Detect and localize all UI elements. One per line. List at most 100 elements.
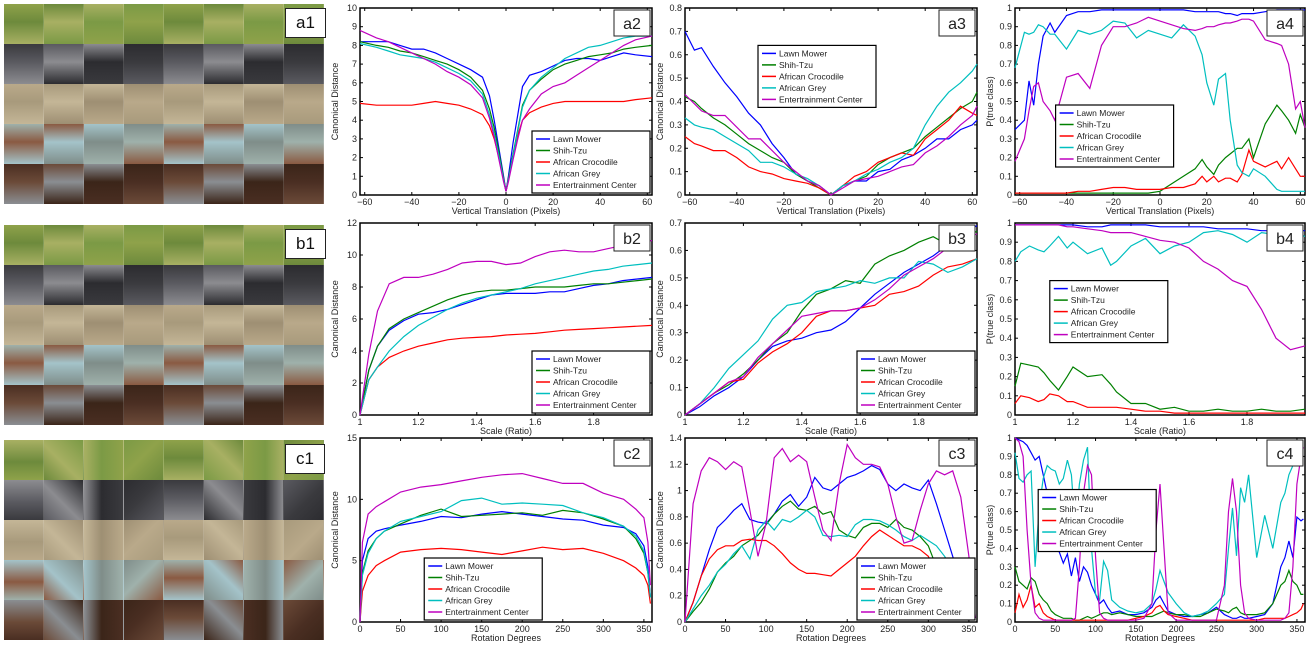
y-tick-label: 0.9: [999, 451, 1012, 461]
legend-box: [531, 350, 651, 414]
x-tick-label: 1.4: [471, 417, 484, 427]
x-axis-label: Scale (Ratio): [1134, 426, 1186, 436]
y-axis-label: P(true class): [985, 76, 995, 127]
x-tick-label: 1.6: [1183, 417, 1196, 427]
panel-tag-text: b3: [948, 231, 966, 248]
panel-tag-c3: c3: [938, 439, 976, 467]
thumbnail-african-crocodile: [4, 84, 44, 124]
y-tick-label: 0.5: [999, 525, 1012, 535]
thumbnail-entertainment-center: [244, 164, 284, 204]
x-axis-label: Vertical Translation (Pixels): [777, 206, 886, 216]
panel-tag-b1: b1: [285, 229, 326, 259]
thumbnail-entertainment-center: [124, 164, 164, 204]
x-axis-label: Scale (Ratio): [480, 426, 532, 436]
x-tick-label: 350: [1289, 624, 1304, 634]
thumbnail-entertainment-center: [284, 600, 324, 640]
x-tick-label: −40: [1059, 197, 1074, 207]
x-tick-label: 1.4: [1125, 417, 1138, 427]
thumbnail-african-grey: [164, 560, 204, 600]
thumbnail-entertainment-center: [44, 164, 84, 204]
thumbnail-african-crocodile: [124, 520, 164, 560]
y-tick-label: 0: [352, 190, 357, 200]
legend-entry: Lawn Mower: [553, 134, 601, 144]
x-tick-label: 300: [1249, 624, 1264, 634]
x-tick-label: 1.2: [1067, 417, 1080, 427]
legend-entry: Entertrainment Center: [553, 400, 637, 410]
thumbnail-african-grey: [284, 560, 324, 600]
x-tick-label: −20: [1106, 197, 1121, 207]
thumbnail-african-grey: [44, 124, 84, 164]
thumbnail-shih-tzu: [44, 265, 84, 305]
legend-entry: Shih-Tzu: [779, 60, 813, 70]
legend-box: [531, 130, 651, 194]
thumbnail-african-crocodile: [284, 520, 324, 560]
thumbnail-african-grey: [124, 345, 164, 385]
thumbnail-african-grey: [284, 345, 324, 385]
x-tick-label: 200: [515, 624, 530, 634]
legend-box: [423, 557, 543, 621]
legend-entry: African Crocodile: [1059, 516, 1124, 526]
x-tick-label: −60: [1012, 197, 1027, 207]
chart-c4: 0 0.1 0.2 0.3 0.4 0.5 0.6 0.7 0.8 0.9 1 0 50 100 150 20…: [985, 433, 1306, 643]
y-tick-label: 12: [347, 218, 357, 228]
x-tick-label: −20: [776, 197, 791, 207]
y-tick-label: 0.2: [999, 153, 1012, 163]
thumbnail-entertainment-center: [164, 164, 204, 204]
thumbnail-entertainment-center: [204, 164, 244, 204]
thumbnail-entertainment-center: [204, 385, 244, 425]
panel-tag-a4: a4: [1266, 9, 1304, 37]
y-tick-label: 5: [352, 556, 357, 566]
legend-box: [757, 44, 877, 109]
x-tick-label: 20: [873, 197, 883, 207]
thumbnail-lawn-mower: [124, 4, 164, 44]
x-tick-label: 0: [503, 197, 508, 207]
series-line-african-grey: [1014, 20, 1305, 192]
x-tick-label: 60: [1295, 197, 1305, 207]
y-tick-label: 0.8: [669, 3, 682, 13]
series-line-african-crocodile: [1014, 585, 1304, 621]
legend-entry: African Crocodile: [553, 157, 618, 167]
panel-tag-text: a4: [1276, 16, 1294, 33]
y-tick-label: 0: [677, 410, 682, 420]
panel-tag-b3: b3: [938, 224, 976, 252]
series-line-shih-tzu: [684, 500, 976, 623]
x-tick-label: −40: [404, 197, 419, 207]
thumbnail-entertainment-center: [164, 385, 204, 425]
series-line-lawn-mower: [1014, 9, 1305, 131]
panel-tag-box: [1266, 9, 1304, 37]
y-axis-label: Canonical Distance: [655, 280, 665, 358]
legend-entry: Lawn Mower: [1071, 284, 1119, 294]
thumbnail-african-crocodile: [124, 305, 164, 345]
y-tick-label: 0.6: [999, 295, 1012, 305]
thumbnail-african-crocodile: [244, 520, 284, 560]
thumbnail-shih-tzu: [84, 480, 124, 520]
legend-entry: Shih-Tzu: [553, 146, 587, 156]
thumbnail-lawn-mower: [4, 440, 44, 480]
legend-entry: African Crocodile: [445, 584, 510, 594]
legend-box: [856, 557, 976, 621]
panel-tag-b2: b2: [613, 224, 651, 252]
panel-tag-box: [613, 9, 651, 37]
y-axis-label: Canonical Distance: [330, 280, 340, 358]
legend-entry: Entertrainment Center: [445, 607, 529, 617]
y-tick-label: 0: [1007, 617, 1012, 627]
thumbnail-entertainment-center: [164, 600, 204, 640]
legend-entry: African Grey: [553, 389, 601, 399]
legend-entry: Shih-Tzu: [1077, 120, 1111, 130]
y-tick-label: 0.3: [999, 562, 1012, 572]
chart-a4: 0 0.1 0.2 0.3 0.4 0.5 0.6 0.7 0.8 0.9 1 −60 −40 −20 0 2…: [985, 3, 1306, 216]
thumbnail-entertainment-center: [84, 600, 124, 640]
panel-tag-box: [938, 9, 976, 37]
thumbnail-shih-tzu: [4, 44, 44, 84]
x-tick-label: 150: [799, 624, 814, 634]
y-tick-label: 0.9: [999, 237, 1012, 247]
thumbnail-african-grey: [244, 345, 284, 385]
thumbnail-lawn-mower: [164, 4, 204, 44]
thumbnail-african-grey: [244, 560, 284, 600]
thumbnail-african-crocodile: [124, 84, 164, 124]
series-line-lawn-mower: [684, 464, 976, 623]
thumbnail-lawn-mower: [244, 440, 284, 480]
